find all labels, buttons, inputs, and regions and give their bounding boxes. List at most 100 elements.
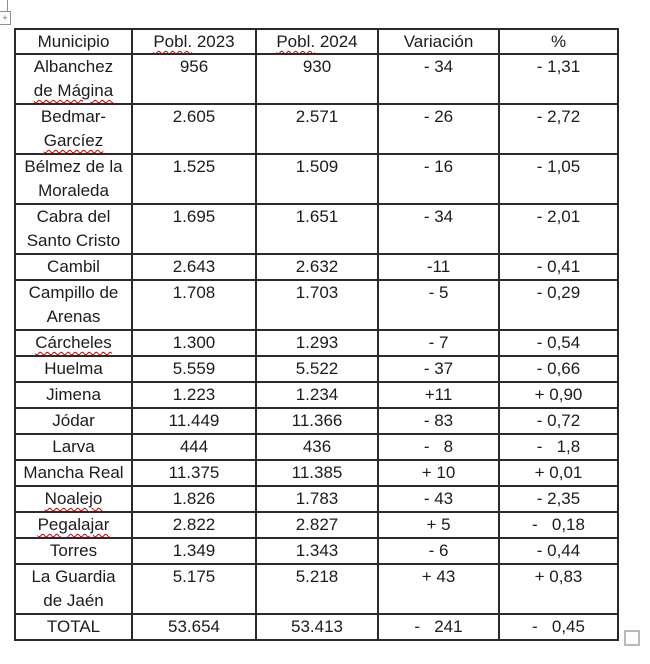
cell-municipio[interactable]: Pegalajar [14,511,133,539]
cell-variacion[interactable]: - 8 [377,433,500,461]
cell-pobl_2024[interactable]: 2.571 [255,103,379,155]
cell-pobl_2024[interactable]: 2.632 [255,253,379,281]
cell-pct[interactable]: - 0,72 [498,407,619,435]
cell-pobl_2023[interactable]: 1.695 [131,203,257,255]
cell-municipio[interactable]: Torres [14,537,133,565]
cell-variacion[interactable]: - 43 [377,485,500,513]
cell-variacion[interactable]: - 34 [377,203,500,255]
cell-municipio[interactable]: Jimena [14,381,133,409]
column-header-municipio[interactable]: Municipio [14,28,133,55]
cell-pct[interactable]: - 2,72 [498,103,619,155]
cell-pobl_2024[interactable]: 11.366 [255,407,379,435]
cell-pobl_2023[interactable]: 1.826 [131,485,257,513]
cell-municipio[interactable]: Bélmez de la Moraleda [14,153,133,205]
cell-variacion[interactable]: + 5 [377,511,500,539]
cell-pct[interactable]: - 0,44 [498,537,619,565]
cell-pobl_2024[interactable]: 53.413 [255,613,379,641]
cell-pobl_2024[interactable]: 1.509 [255,153,379,205]
cell-pobl_2023[interactable]: 53.654 [131,613,257,641]
cell-pct[interactable]: - 1,8 [498,433,619,461]
cell-municipio[interactable]: Larva [14,433,133,461]
cell-municipio[interactable]: Albanchez de Mágina [14,53,133,105]
cell-pobl_2024[interactable]: 436 [255,433,379,461]
cell-pobl_2024[interactable]: 11.385 [255,459,379,487]
table-row: Jódar 11.449 11.366- 83- 0,72 [14,407,619,435]
cell-pobl_2023[interactable]: 5.175 [131,563,257,615]
cell-variacion[interactable]: - 6 [377,537,500,565]
cell-municipio[interactable]: Huelma [14,355,133,383]
column-header-pobl_2023[interactable]: Pobl. 2023 [131,28,257,55]
cell-pobl_2023[interactable]: 956 [131,53,257,105]
cell-pct[interactable]: - 0,66 [498,355,619,383]
cell-pct[interactable]: - 2,01 [498,203,619,255]
misspelled-municipio-text: Noalejo [44,489,103,508]
cell-pobl_2023[interactable]: 11.449 [131,407,257,435]
cell-pobl_2024[interactable]: 2.827 [255,511,379,539]
cell-pobl_2023[interactable]: 2.643 [131,253,257,281]
table-move-handle-line [7,0,8,11]
municipio-text: Bélmez de la [24,157,123,176]
cell-pobl_2023[interactable]: 1.223 [131,381,257,409]
cell-pobl_2024[interactable]: 1.783 [255,485,379,513]
cell-pobl_2023[interactable]: 444 [131,433,257,461]
cell-municipio[interactable]: Cabra del Santo Cristo [14,203,133,255]
cell-municipio[interactable]: Bedmar- Garcíez [14,103,133,155]
cell-municipio[interactable]: Noalejo [14,485,133,513]
cell-municipio[interactable]: Cambil [14,253,133,281]
cell-pobl_2024[interactable]: 1.234 [255,381,379,409]
cell-variacion[interactable]: +11 [377,381,500,409]
cell-variacion[interactable]: -11 [377,253,500,281]
cell-variacion[interactable]: - 34 [377,53,500,105]
cell-variacion[interactable]: - 7 [377,329,500,357]
cell-variacion[interactable]: - 83 [377,407,500,435]
cell-municipio[interactable]: Jódar [14,407,133,435]
cell-pct[interactable]: - 1,05 [498,153,619,205]
table-row: Pegalajar 2.822 2.827 + 5- 0,18 [14,511,619,539]
table-row: Jimena 1.223 1.234 +11 + 0,90 [14,381,619,409]
cell-pct[interactable]: + 0,90 [498,381,619,409]
cell-pct[interactable]: + 0,83 [498,563,619,615]
table-resize-handle-icon[interactable] [624,630,640,646]
cell-pobl_2023[interactable]: 2.605 [131,103,257,155]
cell-municipio[interactable]: Cárcheles [14,329,133,357]
cell-pobl_2024[interactable]: 1.293 [255,329,379,357]
table-move-handle-icon[interactable]: + [0,11,11,25]
cell-pobl_2023[interactable]: 11.375 [131,459,257,487]
municipio-text: Cambil [47,257,100,276]
municipio-text: Cabra del [36,207,111,226]
cell-variacion[interactable]: - 241 [377,613,500,641]
column-header-pobl_2024[interactable]: Pobl. 2024 [255,28,379,55]
cell-variacion[interactable]: - 16 [377,153,500,205]
cell-pobl_2023[interactable]: 1.349 [131,537,257,565]
cell-municipio[interactable]: Mancha Real [14,459,133,487]
cell-pct[interactable]: - 2,35 [498,485,619,513]
column-header-variacion[interactable]: Variación [377,28,500,55]
cell-municipio[interactable]: La Guardia de Jaén [14,563,133,615]
cell-variacion[interactable]: + 43 [377,563,500,615]
cell-pobl_2024[interactable]: 1.343 [255,537,379,565]
cell-pobl_2023[interactable]: 5.559 [131,355,257,383]
cell-pobl_2024[interactable]: 930 [255,53,379,105]
cell-pct[interactable]: - 1,31 [498,53,619,105]
cell-variacion[interactable]: - 37 [377,355,500,383]
cell-pobl_2024[interactable]: 1.703 [255,279,379,331]
cell-pobl_2023[interactable]: 1.708 [131,279,257,331]
cell-pobl_2023[interactable]: 1.300 [131,329,257,357]
cell-pobl_2024[interactable]: 5.522 [255,355,379,383]
cell-variacion[interactable]: + 10 [377,459,500,487]
cell-pobl_2024[interactable]: 5.218 [255,563,379,615]
cell-pobl_2023[interactable]: 1.525 [131,153,257,205]
cell-variacion[interactable]: - 26 [377,103,500,155]
cell-pct[interactable]: - 0,54 [498,329,619,357]
cell-pct[interactable]: - 0,18 [498,511,619,539]
cell-pct[interactable]: - 0,45 [498,613,619,641]
column-header-pct[interactable]: % [498,28,619,55]
cell-variacion[interactable]: - 5 [377,279,500,331]
cell-municipio[interactable]: Campillo de Arenas [14,279,133,331]
cell-pobl_2023[interactable]: 2.822 [131,511,257,539]
cell-municipio[interactable]: TOTAL [14,613,133,641]
cell-pct[interactable]: - 0,29 [498,279,619,331]
cell-pct[interactable]: + 0,01 [498,459,619,487]
cell-pct[interactable]: - 0,41 [498,253,619,281]
cell-pobl_2024[interactable]: 1.651 [255,203,379,255]
